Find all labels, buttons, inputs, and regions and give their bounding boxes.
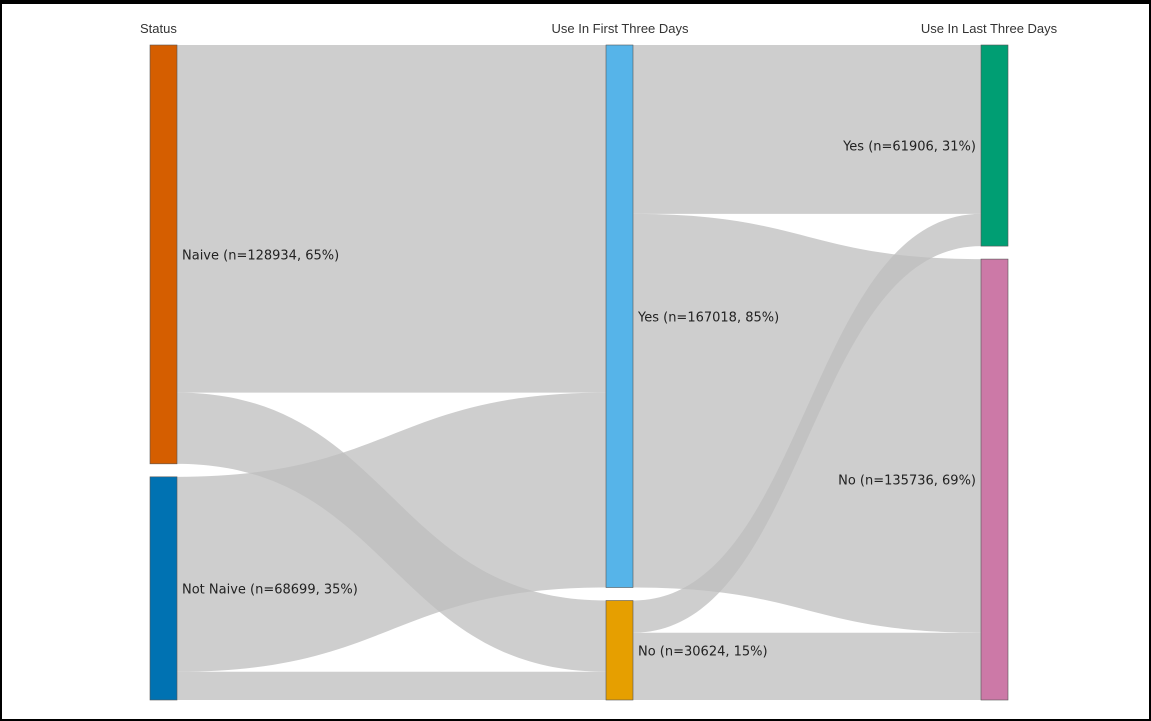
node-last-no: [980, 258, 1009, 701]
link-first_yes-to-last_yes: [633, 45, 981, 214]
node-naive: [149, 44, 178, 465]
link-first_no-to-last_no: [633, 632, 981, 700]
node-label-first-no: No (n=30624, 15%): [638, 644, 768, 659]
link-not_naive-to-first_yes: [177, 392, 606, 672]
column-titles: Status Use In First Three Days Use In La…: [140, 21, 1058, 36]
node-not-naive: [149, 476, 178, 701]
node-first-yes: [605, 44, 634, 588]
links-layer: [177, 45, 981, 700]
nodes-layer: [149, 44, 1009, 701]
node-last-yes: [980, 44, 1009, 247]
link-not_naive-to-first_no: [177, 671, 606, 700]
node-label-first-yes: Yes (n=167018, 85%): [637, 310, 779, 325]
column-title-first-three-days: Use In First Three Days: [551, 21, 689, 36]
link-naive-to-first_yes: [177, 45, 606, 393]
column-title-status: Status: [140, 21, 177, 36]
node-label-last-yes: Yes (n=61906, 31%): [842, 140, 976, 155]
column-title-last-three-days: Use In Last Three Days: [921, 21, 1058, 36]
node-first-no: [605, 600, 634, 701]
node-label-last-no: No (n=135736, 69%): [838, 474, 976, 489]
node-label-not-naive: Not Naive (n=68699, 35%): [182, 582, 358, 597]
node-labels: Naive (n=128934, 65%) Not Naive (n=68699,…: [182, 140, 976, 660]
link-first_no-to-last_yes: [633, 213, 981, 633]
node-label-naive: Naive (n=128934, 65%): [182, 248, 339, 263]
top-border: [0, 0, 1151, 4]
